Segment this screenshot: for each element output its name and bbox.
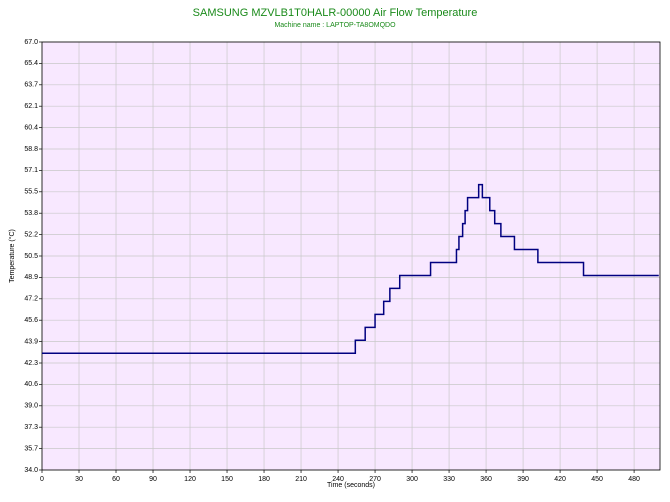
y-tick-label: 42.3	[24, 360, 38, 367]
y-tick-label: 57.1	[24, 167, 38, 174]
x-tick-label: 480	[628, 476, 640, 483]
y-tick-label: 39.0	[24, 403, 38, 410]
x-tick-label: 120	[184, 476, 196, 483]
x-tick-label: 450	[591, 476, 603, 483]
x-tick-label: 300	[406, 476, 418, 483]
chart-title: SAMSUNG MZVLB1T0HALR-00000 Air Flow Temp…	[193, 7, 478, 19]
y-tick-label: 63.7	[24, 82, 38, 89]
y-tick-label: 45.6	[24, 317, 38, 324]
x-axis-label: Time (seconds)	[327, 482, 375, 489]
x-tick-label: 150	[221, 476, 233, 483]
y-axis-label: Temperature (°C)	[8, 229, 16, 283]
x-tick-label: 210	[295, 476, 307, 483]
y-tick-label: 34.0	[24, 467, 38, 474]
y-tick-label: 37.3	[24, 424, 38, 431]
x-tick-label: 390	[517, 476, 529, 483]
plot-border	[41, 41, 661, 471]
x-tick-label: 180	[258, 476, 270, 483]
y-tick-label: 65.4	[24, 60, 38, 67]
x-tick-label: 240	[332, 476, 344, 483]
y-tick-label: 47.2	[24, 296, 38, 303]
x-tick-label: 420	[554, 476, 566, 483]
y-tick-label: 50.5	[24, 253, 38, 260]
x-tick-label: 360	[480, 476, 492, 483]
chart-subtitle: Machine name : LAPTOP-TA8OMQDO	[274, 22, 396, 29]
x-tick-label: 0	[40, 476, 44, 483]
y-tick-label: 43.9	[24, 338, 38, 345]
x-tick-label: 90	[149, 476, 157, 483]
y-tick-label: 52.2	[24, 231, 38, 238]
x-tick-label: 60	[112, 476, 120, 483]
y-tick-label: 53.8	[24, 210, 38, 217]
y-tick-label: 67.0	[24, 39, 38, 46]
y-tick-label: 60.4	[24, 124, 38, 131]
y-tick-label: 48.9	[24, 274, 38, 281]
y-tick-label: 62.1	[24, 103, 38, 110]
y-tick-label: 40.6	[24, 381, 38, 388]
x-tick-label: 270	[369, 476, 381, 483]
y-tick-label: 35.7	[24, 445, 38, 452]
y-tick-label: 58.8	[24, 146, 38, 153]
y-tick-label: 55.5	[24, 189, 38, 196]
data-line	[42, 183, 659, 355]
x-tick-label: 330	[443, 476, 455, 483]
x-tick-label: 30	[75, 476, 83, 483]
